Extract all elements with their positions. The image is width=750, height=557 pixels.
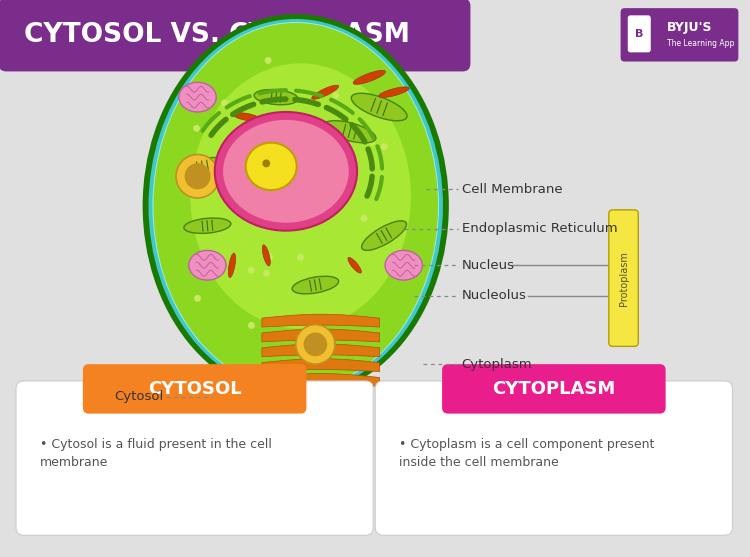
Circle shape [204,220,211,227]
Ellipse shape [323,121,376,143]
Ellipse shape [385,251,422,280]
Circle shape [292,202,299,209]
Ellipse shape [379,87,409,97]
Ellipse shape [223,120,349,223]
Text: The Learning App: The Learning App [667,39,734,48]
Circle shape [203,172,210,179]
Circle shape [250,146,256,153]
Ellipse shape [233,113,260,121]
Text: Cell Membrane: Cell Membrane [461,183,562,196]
Ellipse shape [292,276,338,294]
Ellipse shape [178,158,226,175]
Circle shape [307,214,314,221]
Circle shape [266,253,273,260]
FancyBboxPatch shape [442,364,666,414]
Ellipse shape [214,112,357,231]
Text: CYTOSOL VS. CYTOPLASM: CYTOSOL VS. CYTOPLASM [24,22,410,48]
Circle shape [361,214,368,222]
Circle shape [249,185,256,192]
Circle shape [206,158,213,164]
Text: Protoplasm: Protoplasm [619,251,628,306]
Circle shape [296,325,335,364]
Text: • Cytosol is a fluid present in the cell
membrane: • Cytosol is a fluid present in the cell… [40,438,272,470]
Text: Nucleolus: Nucleolus [461,290,526,302]
Circle shape [248,322,255,329]
Circle shape [176,154,219,198]
Circle shape [193,125,200,132]
Text: Cytoplasm: Cytoplasm [461,358,532,370]
Text: CYTOSOL: CYTOSOL [148,380,242,398]
Ellipse shape [246,143,297,190]
Circle shape [184,163,211,189]
Circle shape [305,130,312,137]
Circle shape [310,125,316,132]
Ellipse shape [348,257,361,273]
FancyBboxPatch shape [620,8,738,61]
Ellipse shape [184,218,231,233]
Text: • Cytoplasm is a cell component present
inside the cell membrane: • Cytoplasm is a cell component present … [399,438,654,470]
Text: B: B [635,29,644,39]
Ellipse shape [142,14,448,398]
FancyBboxPatch shape [609,210,638,346]
Ellipse shape [154,23,438,389]
Text: Endoplasmic Reticulum: Endoplasmic Reticulum [461,222,617,235]
Circle shape [262,159,270,167]
Ellipse shape [362,221,407,250]
Circle shape [263,270,270,277]
FancyBboxPatch shape [375,381,733,535]
Circle shape [368,139,375,145]
FancyBboxPatch shape [16,381,374,535]
Ellipse shape [312,85,338,99]
Circle shape [297,254,304,261]
Text: CYTOPLASM: CYTOPLASM [492,380,616,398]
FancyBboxPatch shape [0,0,470,71]
Text: BYJU'S: BYJU'S [667,21,712,35]
Text: Cytosol: Cytosol [114,390,164,403]
FancyBboxPatch shape [82,364,307,414]
Circle shape [381,143,388,150]
Ellipse shape [351,93,407,121]
Ellipse shape [148,19,443,393]
FancyBboxPatch shape [628,16,650,52]
Ellipse shape [262,245,270,266]
Circle shape [296,204,302,211]
Circle shape [265,57,272,64]
Ellipse shape [152,22,439,390]
Circle shape [285,121,292,128]
Circle shape [194,295,201,302]
Text: Nucleus: Nucleus [461,259,514,272]
Ellipse shape [353,70,386,84]
Ellipse shape [254,90,298,105]
Circle shape [221,100,228,106]
Circle shape [283,203,290,209]
Circle shape [304,333,327,356]
Ellipse shape [179,82,216,112]
Circle shape [244,169,251,177]
Circle shape [301,113,307,120]
Circle shape [248,267,255,273]
Circle shape [286,195,293,202]
Circle shape [197,221,204,227]
Ellipse shape [228,253,236,277]
Ellipse shape [190,63,411,329]
Ellipse shape [189,251,226,280]
Circle shape [332,92,339,99]
Circle shape [260,222,268,229]
